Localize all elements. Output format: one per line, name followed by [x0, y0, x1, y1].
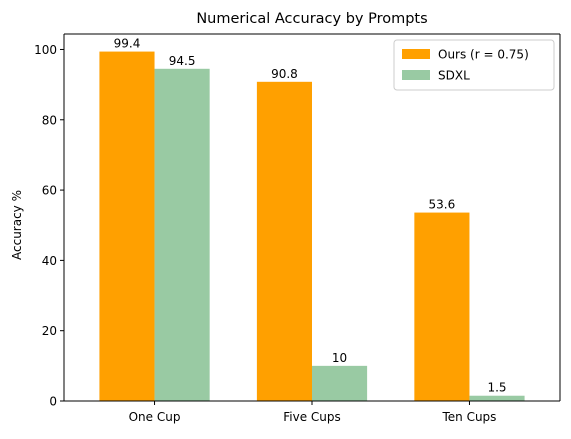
legend-box	[393, 39, 555, 91]
data-label: 10	[332, 351, 347, 365]
legend: Ours (r = 0.75) SDXL	[393, 39, 555, 91]
data-label: 1.5	[487, 381, 506, 395]
data-label: 94.5	[169, 54, 196, 68]
bar-sdxl-ten-cups	[469, 395, 525, 401]
bar-ours-ten-cups	[414, 212, 470, 401]
y-tick-label: 0	[49, 395, 57, 409]
data-label: 90.8	[271, 67, 298, 81]
bar-ours-five-cups	[256, 81, 312, 402]
data-label: 53.6	[429, 198, 456, 212]
x-tick-label: One Cup	[129, 410, 181, 424]
legend-entry: Ours (r = 0.75)	[438, 48, 529, 62]
legend-swatch	[402, 70, 430, 80]
bar-sdxl-five-cups	[312, 365, 368, 401]
data-label: 99.4	[114, 37, 141, 51]
y-tick-label: 80	[42, 113, 57, 127]
y-tick-label: 60	[42, 184, 57, 198]
x-tick-label: Ten Cups	[441, 410, 496, 424]
bars-layer	[99, 51, 525, 402]
legend-swatch	[402, 49, 430, 59]
chart-title: Numerical Accuracy by Prompts	[196, 11, 427, 27]
x-tick-label: Five Cups	[283, 410, 341, 424]
y-tick-label: 100	[34, 43, 57, 57]
data-labels-layer: 99.4 90.8 53.6 94.5 10 1.5	[114, 37, 507, 395]
y-tick-label: 20	[42, 324, 57, 338]
legend-entry: SDXL	[438, 69, 470, 83]
y-axis-label: Accuracy %	[10, 190, 24, 260]
bar-ours-one-cup	[99, 51, 155, 401]
y-tick-label: 40	[42, 254, 57, 268]
bar-sdxl-one-cup	[154, 68, 210, 401]
axes-layer: 0 20 40 60 80 100 One Cup Five Cups Ten Cups	[34, 33, 561, 424]
